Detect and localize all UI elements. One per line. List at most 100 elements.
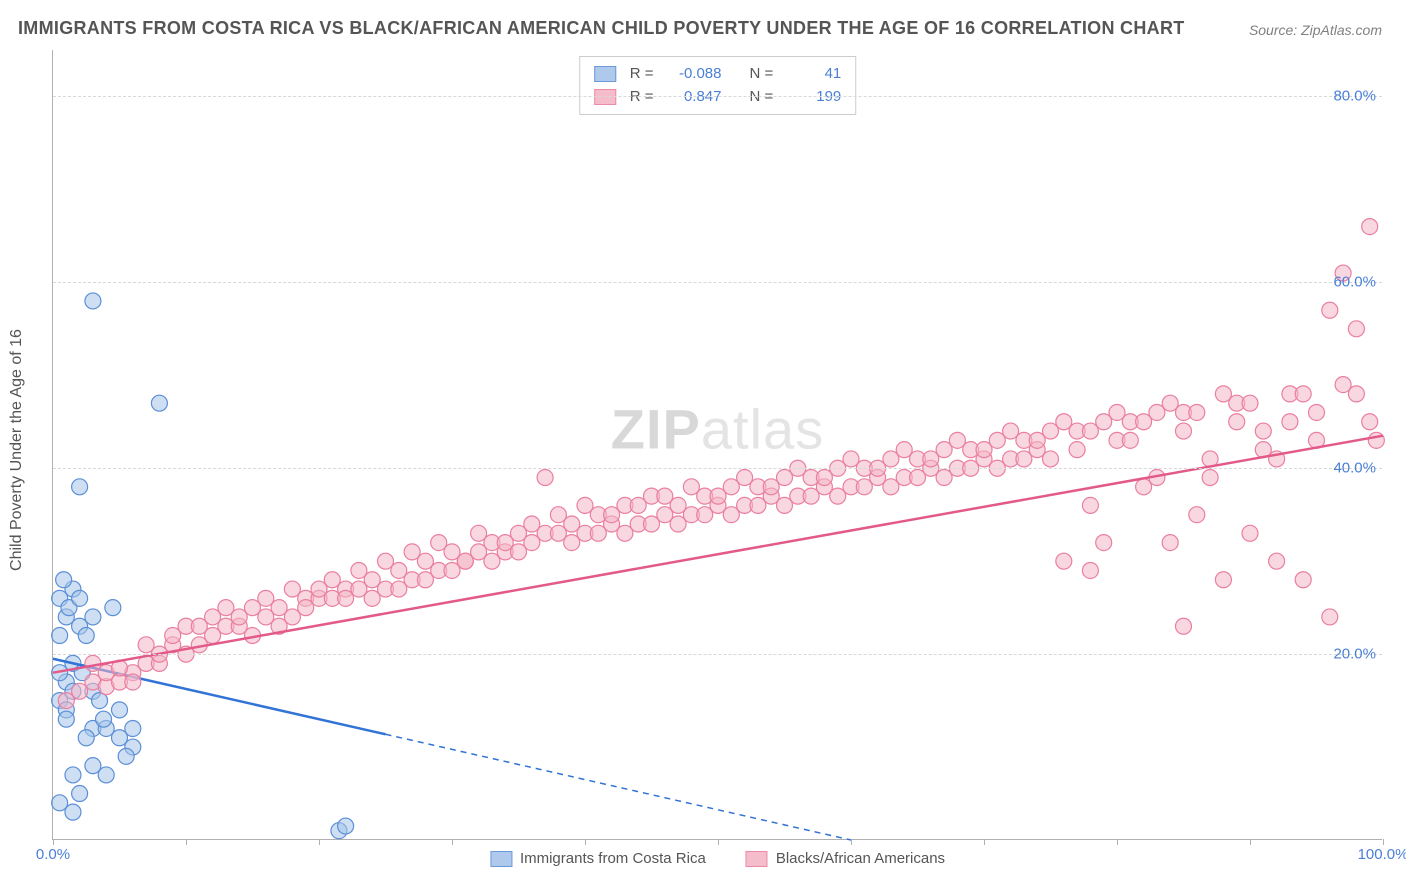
legend-label-1: Immigrants from Costa Rica [520,850,706,867]
data-point [52,628,68,644]
data-point [590,525,606,541]
data-point [72,590,88,606]
data-point [1176,423,1192,439]
data-point [324,572,340,588]
data-point [378,553,394,569]
data-point [72,479,88,495]
data-point [1362,414,1378,430]
x-tick-label: 0.0% [36,846,70,863]
x-tick-mark [452,839,453,845]
data-point [1162,535,1178,551]
data-point [431,535,447,551]
data-point [1082,497,1098,513]
data-point [1309,404,1325,420]
data-point [1136,414,1152,430]
data-point [644,516,660,532]
data-point [151,395,167,411]
data-point [856,479,872,495]
legend-swatch-pink [746,851,768,867]
data-point [1202,470,1218,486]
x-tick-mark [319,839,320,845]
data-point [1016,451,1032,467]
y-tick-label: 20.0% [1333,646,1376,663]
data-point [816,470,832,486]
data-point [1043,451,1059,467]
data-point [537,470,553,486]
gridline-h [53,468,1382,469]
legend-label-2: Blacks/African Americans [776,850,945,867]
data-point [1056,414,1072,430]
data-point [777,497,793,513]
data-point [1269,553,1285,569]
data-point [697,507,713,523]
data-point [1242,525,1258,541]
data-point [1029,432,1045,448]
data-point [338,818,354,834]
data-point [604,507,620,523]
data-point [351,562,367,578]
data-point [391,581,407,597]
data-point [617,525,633,541]
x-tick-mark [851,839,852,845]
data-point [910,470,926,486]
x-tick-mark [53,839,54,845]
data-point [1003,423,1019,439]
data-point [364,590,380,606]
data-point [1069,442,1085,458]
data-point [949,432,965,448]
chart-title: IMMIGRANTS FROM COSTA RICA VS BLACK/AFRI… [18,18,1185,39]
data-point [1162,395,1178,411]
data-point [976,442,992,458]
data-point [1082,423,1098,439]
gridline-h [53,282,1382,283]
data-point [830,488,846,504]
y-tick-label: 80.0% [1333,88,1376,105]
data-point [1109,404,1125,420]
gridline-h [53,654,1382,655]
data-point [1096,535,1112,551]
data-point [1229,414,1245,430]
y-tick-label: 40.0% [1333,460,1376,477]
data-point [1322,302,1338,318]
data-point [1056,553,1072,569]
legend-swatch-blue [490,851,512,867]
data-point [98,767,114,783]
source-credit: Source: ZipAtlas.com [1249,22,1382,38]
y-axis-label: Child Poverty Under the Age of 16 [8,329,26,571]
data-point [105,600,121,616]
data-point [96,711,112,727]
x-tick-mark [585,839,586,845]
data-point [417,572,433,588]
data-point [1082,562,1098,578]
gridline-h [53,96,1382,97]
data-point [125,674,141,690]
data-point [763,479,779,495]
data-point [577,497,593,513]
plot-area: ZIPatlas R = -0.088 N = 41 R = 0.847 N =… [52,50,1382,840]
x-tick-mark [186,839,187,845]
data-point [65,767,81,783]
legend-item-1: Immigrants from Costa Rica [490,850,706,867]
trend-line-dashed [386,734,852,840]
data-point [1348,386,1364,402]
data-point [923,451,939,467]
data-point [896,442,912,458]
data-point [78,730,94,746]
data-point [630,497,646,513]
y-tick-label: 60.0% [1333,274,1376,291]
x-tick-mark [1117,839,1118,845]
data-point [723,507,739,523]
data-point [843,451,859,467]
data-point [404,544,420,560]
data-point [72,786,88,802]
data-point [883,479,899,495]
data-point [1295,386,1311,402]
data-point [564,535,580,551]
data-point [118,748,134,764]
data-point [750,497,766,513]
chart-svg [53,50,1382,839]
data-point [484,553,500,569]
data-point [1215,572,1231,588]
x-tick-mark [984,839,985,845]
data-point [1348,321,1364,337]
